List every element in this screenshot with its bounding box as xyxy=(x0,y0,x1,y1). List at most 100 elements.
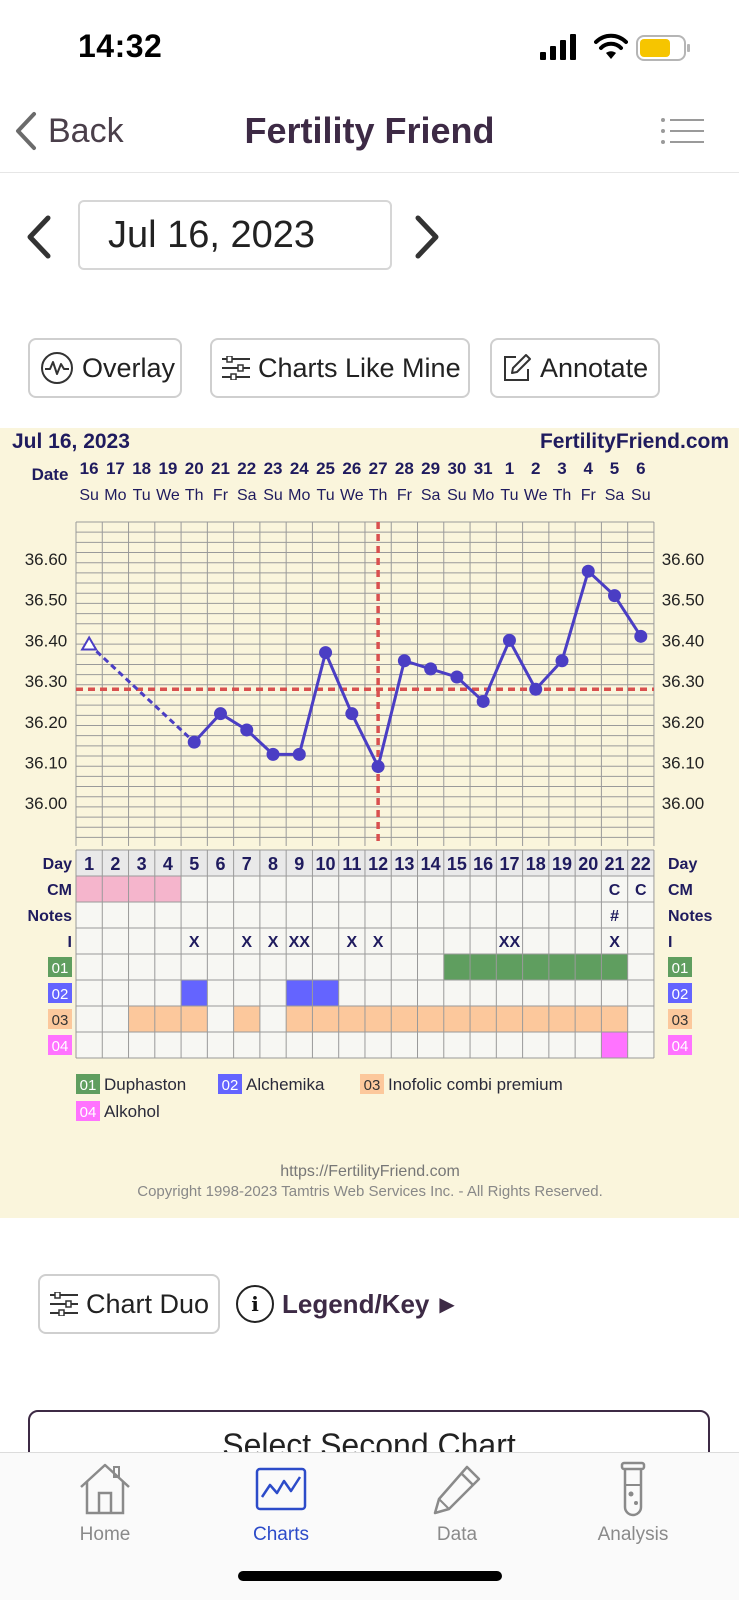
test-tube-icon xyxy=(620,1461,646,1517)
sliders-icon xyxy=(222,356,250,380)
date-label: 16 xyxy=(80,459,99,478)
legend-swatch-04 xyxy=(76,1101,100,1121)
home-icon xyxy=(80,1463,130,1515)
med-cell-02 xyxy=(312,980,339,1006)
date-field[interactable]: Jul 16, 2023 xyxy=(78,200,392,270)
temperature-point xyxy=(555,654,569,668)
date-label: 26 xyxy=(342,459,361,478)
overlay-label: Overlay xyxy=(82,352,176,383)
day-number: 12 xyxy=(368,854,388,874)
intercourse-mark: XX xyxy=(289,934,311,951)
day-row-label-right: Day xyxy=(668,856,697,873)
med-badge-left xyxy=(48,1035,72,1055)
med-cell-02 xyxy=(181,980,208,1006)
med-cell-01 xyxy=(470,954,497,980)
temperature-point xyxy=(240,723,254,737)
day-number: 13 xyxy=(394,854,414,874)
med-cell-04 xyxy=(601,1032,628,1058)
y-tick-label-left: 36.50 xyxy=(25,591,68,610)
chart-duo-button[interactable]: Chart Duo xyxy=(38,1274,220,1334)
annotate-button[interactable]: Annotate xyxy=(490,338,660,398)
med-cell-03 xyxy=(364,1006,392,1032)
date-label: 4 xyxy=(584,459,594,478)
notes-row-label-right: Notes xyxy=(668,908,713,925)
back-label: Back xyxy=(48,111,124,150)
info-icon: i xyxy=(236,1285,274,1323)
weekday-label: Mo xyxy=(288,487,310,504)
cellular-signal-icon xyxy=(540,34,576,60)
charts-like-mine-label: Charts Like Mine xyxy=(258,352,461,383)
date-row-label: Date xyxy=(32,465,69,484)
temperature-segment xyxy=(88,643,196,744)
tab-data[interactable]: Data xyxy=(387,1461,527,1546)
day-number: 1 xyxy=(84,854,94,874)
weekday-label: Su xyxy=(79,487,99,504)
med-badge-right xyxy=(668,983,692,1003)
legend-name: Inofolic combi premium xyxy=(388,1075,563,1094)
previous-date-chevron-icon[interactable] xyxy=(24,214,54,260)
overlay-button[interactable]: Overlay xyxy=(28,338,182,398)
status-bar: 14:32 xyxy=(0,0,739,100)
legend-swatch-01 xyxy=(76,1074,100,1094)
day-number: 11 xyxy=(342,854,361,874)
temperature-point xyxy=(371,760,385,774)
weekday-label: Th xyxy=(553,487,572,504)
chart-header-date: Jul 16, 2023 xyxy=(12,430,130,453)
y-tick-label-right: 36.50 xyxy=(662,591,705,610)
day-number: 3 xyxy=(137,854,147,874)
cm-row-label-right: CM xyxy=(668,882,693,899)
y-tick-label-left: 36.10 xyxy=(25,754,68,773)
intercourse-mark: XX xyxy=(499,934,521,951)
tab-home[interactable]: Home xyxy=(35,1461,175,1546)
temperature-point xyxy=(502,633,516,647)
weekday-label: Fr xyxy=(397,487,413,504)
weekday-label: Tu xyxy=(133,487,151,504)
charts-like-mine-button[interactable]: Charts Like Mine xyxy=(210,338,470,398)
med-cell-03 xyxy=(338,1006,365,1032)
cm-mark: C xyxy=(635,882,647,899)
temperature-point xyxy=(581,564,595,578)
med-cell-03 xyxy=(233,1006,260,1032)
med-cell-03 xyxy=(470,1006,497,1032)
date-label: 25 xyxy=(316,459,335,478)
y-tick-label-left: 36.20 xyxy=(25,713,68,732)
date-label: 2 xyxy=(531,459,540,478)
y-tick-label-right: 36.00 xyxy=(662,794,705,813)
date-label: 1 xyxy=(505,459,514,478)
date-label: 3 xyxy=(557,459,566,478)
med-cell-03 xyxy=(575,1006,602,1032)
notes-mark: # xyxy=(610,908,619,925)
weekday-label: Su xyxy=(631,487,651,504)
date-label: 24 xyxy=(290,459,309,478)
tab-charts[interactable]: Charts xyxy=(211,1461,351,1546)
y-tick-label-right: 36.40 xyxy=(662,631,705,650)
temperature-point xyxy=(424,662,438,676)
fertility-chart: Jul 16, 2023 FertilityFriend.com Date 16 17 1… xyxy=(0,428,739,1218)
weekday-label: Mo xyxy=(472,487,494,504)
date-label: 17 xyxy=(106,459,125,478)
weekday-label: Sa xyxy=(605,487,625,504)
day-number: 22 xyxy=(631,854,651,874)
list-menu-icon[interactable] xyxy=(660,116,704,146)
temperature-segment xyxy=(560,570,590,662)
weekday-label: Sa xyxy=(421,487,441,504)
back-button[interactable]: Back xyxy=(14,108,124,154)
day-number: 8 xyxy=(268,854,278,874)
med-cell-03 xyxy=(128,1006,155,1032)
y-tick-label-left: 36.00 xyxy=(25,794,68,813)
med-cell-02 xyxy=(286,980,313,1006)
legend-swatch-02 xyxy=(218,1074,242,1094)
intercourse-mark: X xyxy=(609,934,620,951)
day-number: 6 xyxy=(215,854,225,874)
med-cell-01 xyxy=(443,954,471,980)
med-badge-right xyxy=(668,1035,692,1055)
intercourse-mark: X xyxy=(268,934,279,951)
y-tick-label-right: 36.30 xyxy=(662,672,705,691)
legend-code: 01 xyxy=(80,1077,97,1094)
temperature-point xyxy=(213,707,227,721)
tab-charts-label: Charts xyxy=(253,1524,309,1545)
tab-analysis[interactable]: Analysis xyxy=(563,1461,703,1546)
next-date-chevron-icon[interactable] xyxy=(412,214,442,260)
legend-key-link[interactable]: i Legend/Key ▶ xyxy=(236,1285,455,1323)
